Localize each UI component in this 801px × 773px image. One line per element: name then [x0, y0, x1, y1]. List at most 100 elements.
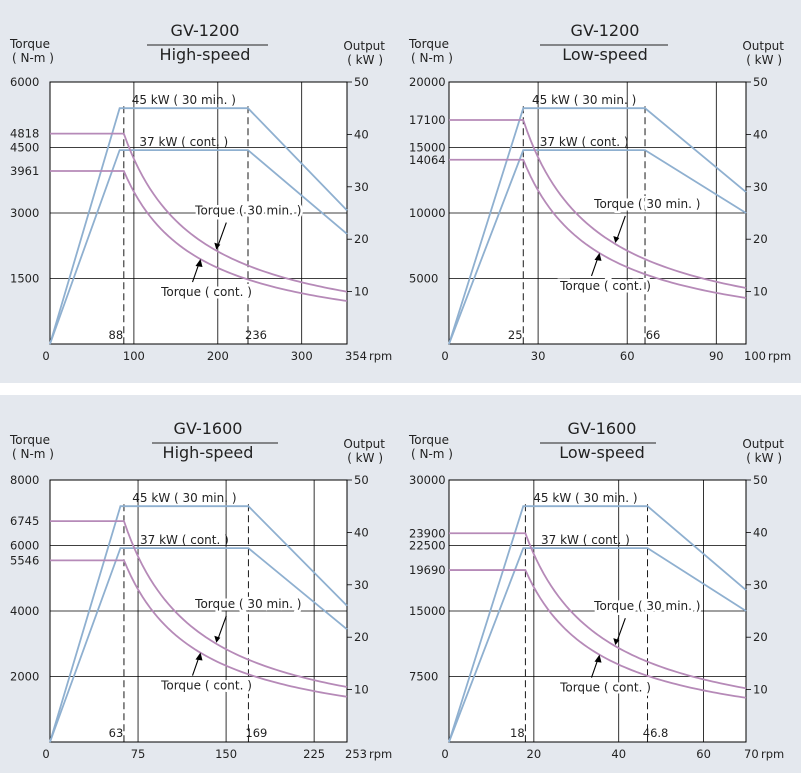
marker-label: 63	[109, 726, 124, 740]
arrow-torque-30min	[216, 222, 227, 248]
annotation-torque-30min: Torque ( 30 min. )	[194, 597, 301, 611]
marker-label: 169	[245, 726, 267, 740]
y-right-tick-label: 40	[753, 127, 768, 141]
y-left-tick-label: 7500	[409, 670, 438, 684]
annotation-torque-cont: Torque ( cont. )	[160, 285, 252, 299]
y-right-tick-label: 20	[753, 232, 768, 246]
y-left-tick-label: 6000	[10, 75, 39, 89]
y-left-axis-title: Torque	[408, 37, 449, 51]
output-line-cont	[49, 547, 348, 743]
y-right-axis-title: Output	[742, 39, 784, 53]
torque-curve-cont	[449, 158, 747, 299]
x-tick-label: 40	[611, 747, 626, 761]
y-right-tick-label: 20	[753, 630, 768, 644]
y-right-tick-label: 40	[753, 525, 768, 539]
arrow-torque-30min	[216, 615, 227, 641]
y-left-axis-title: Torque	[408, 433, 449, 447]
chart-title: GV-1200	[171, 21, 240, 40]
x-tick-label: 225	[303, 747, 325, 761]
series-label-45kw: 45 kW ( 30 min. )	[533, 491, 637, 505]
y-right-axis-unit: ( kW )	[347, 451, 383, 465]
y-right-axis-title: Output	[343, 39, 385, 53]
y-left-axis-title: Torque	[9, 433, 50, 447]
y-right-axis-unit: ( kW )	[347, 53, 383, 67]
y-right-tick-label: 40	[354, 525, 369, 539]
torque-curve-30min	[50, 520, 348, 688]
y-left-tick-label: 22500	[409, 539, 446, 553]
x-tick-label: 100	[123, 349, 145, 363]
y-right-axis-unit: ( kW )	[746, 53, 782, 67]
y-left-tick-label: 14064	[409, 153, 446, 167]
y-left-tick-label: 19690	[409, 563, 446, 577]
y-right-axis-title: Output	[742, 437, 784, 451]
chart-subtitle: High-speed	[163, 443, 254, 462]
arrowhead-torque-cont	[195, 259, 203, 268]
y-left-tick-label: 10000	[409, 206, 446, 220]
y-left-tick-label: 4818	[10, 127, 39, 141]
torque-curve-30min	[50, 132, 348, 293]
output-line-30min	[448, 107, 747, 345]
arrowhead-torque-30min	[613, 235, 620, 243]
output-line-30min	[448, 505, 747, 743]
y-right-axis-unit: ( kW )	[746, 451, 782, 465]
y-left-tick-label: 17100	[409, 113, 446, 127]
y-right-tick-label: 10	[354, 285, 369, 299]
arrowhead-torque-30min	[613, 638, 620, 646]
x-tick-label: 354	[345, 349, 367, 363]
x-tick-label: 200	[207, 349, 229, 363]
marker-label: 66	[646, 328, 661, 342]
y-right-axis-title: Output	[343, 437, 385, 451]
x-tick-label: 150	[215, 747, 237, 761]
chart-subtitle: Low-speed	[559, 443, 645, 462]
series-label-37kw: 37 kW ( cont. )	[541, 533, 630, 547]
chart-subtitle: High-speed	[160, 45, 251, 64]
y-left-axis-unit: ( N-m )	[411, 51, 453, 65]
series-label-37kw: 37 kW ( cont. )	[139, 135, 228, 149]
annotation-torque-30min: Torque ( 30 min. )	[593, 599, 700, 613]
y-left-tick-label: 6745	[10, 514, 39, 528]
x-tick-label: 300	[291, 349, 313, 363]
x-unit-label: rpm	[768, 349, 791, 363]
y-right-tick-label: 50	[753, 473, 768, 487]
annotation-torque-cont: Torque ( cont. )	[559, 681, 651, 695]
marker-label: 46.8	[643, 726, 669, 740]
arrowhead-torque-30min	[214, 635, 221, 643]
y-right-tick-label: 10	[753, 285, 768, 299]
y-left-tick-label: 3000	[10, 206, 39, 220]
y-left-tick-label: 15000	[409, 141, 446, 155]
torque-curve-cont	[50, 559, 348, 698]
chart-title: GV-1200	[571, 21, 640, 40]
y-left-tick-label: 23900	[409, 526, 446, 540]
output-line-cont	[448, 547, 747, 743]
y-left-tick-label: 30000	[409, 473, 446, 487]
series-label-45kw: 45 kW ( 30 min. )	[132, 93, 236, 107]
origin-label: 0	[441, 747, 448, 761]
torque-curve-cont	[449, 569, 747, 699]
chart-2: 45 kW ( 30 min. ) 37 kW ( cont. ) Torque (…	[408, 21, 791, 363]
y-right-tick-label: 30	[354, 578, 369, 592]
output-line-30min	[49, 107, 348, 345]
y-left-tick-label: 1500	[10, 272, 39, 286]
chart-title: GV-1600	[568, 419, 637, 438]
x-tick-label: 30	[531, 349, 546, 363]
annotation-torque-cont: Torque ( cont. )	[160, 679, 252, 693]
torque-curve-30min	[449, 532, 747, 690]
series-label-45kw: 45 kW ( 30 min. )	[132, 491, 236, 505]
y-right-tick-label: 30	[753, 180, 768, 194]
annotation-torque-30min: Torque ( 30 min. )	[593, 197, 700, 211]
y-right-tick-label: 30	[753, 578, 768, 592]
output-line-cont	[448, 149, 747, 345]
marker-label: 88	[109, 328, 124, 342]
y-left-axis-unit: ( N-m )	[12, 447, 54, 461]
arrowhead-torque-cont	[195, 652, 203, 661]
marker-label: 25	[508, 328, 523, 342]
y-right-tick-label: 50	[354, 473, 369, 487]
x-tick-label: 100	[744, 349, 766, 363]
arrow-torque-30min	[615, 215, 626, 242]
x-tick-label: 20	[527, 747, 542, 761]
y-left-tick-label: 15000	[409, 604, 446, 618]
x-tick-label: 60	[620, 349, 635, 363]
y-right-tick-label: 40	[354, 127, 369, 141]
y-right-tick-label: 50	[354, 75, 369, 89]
